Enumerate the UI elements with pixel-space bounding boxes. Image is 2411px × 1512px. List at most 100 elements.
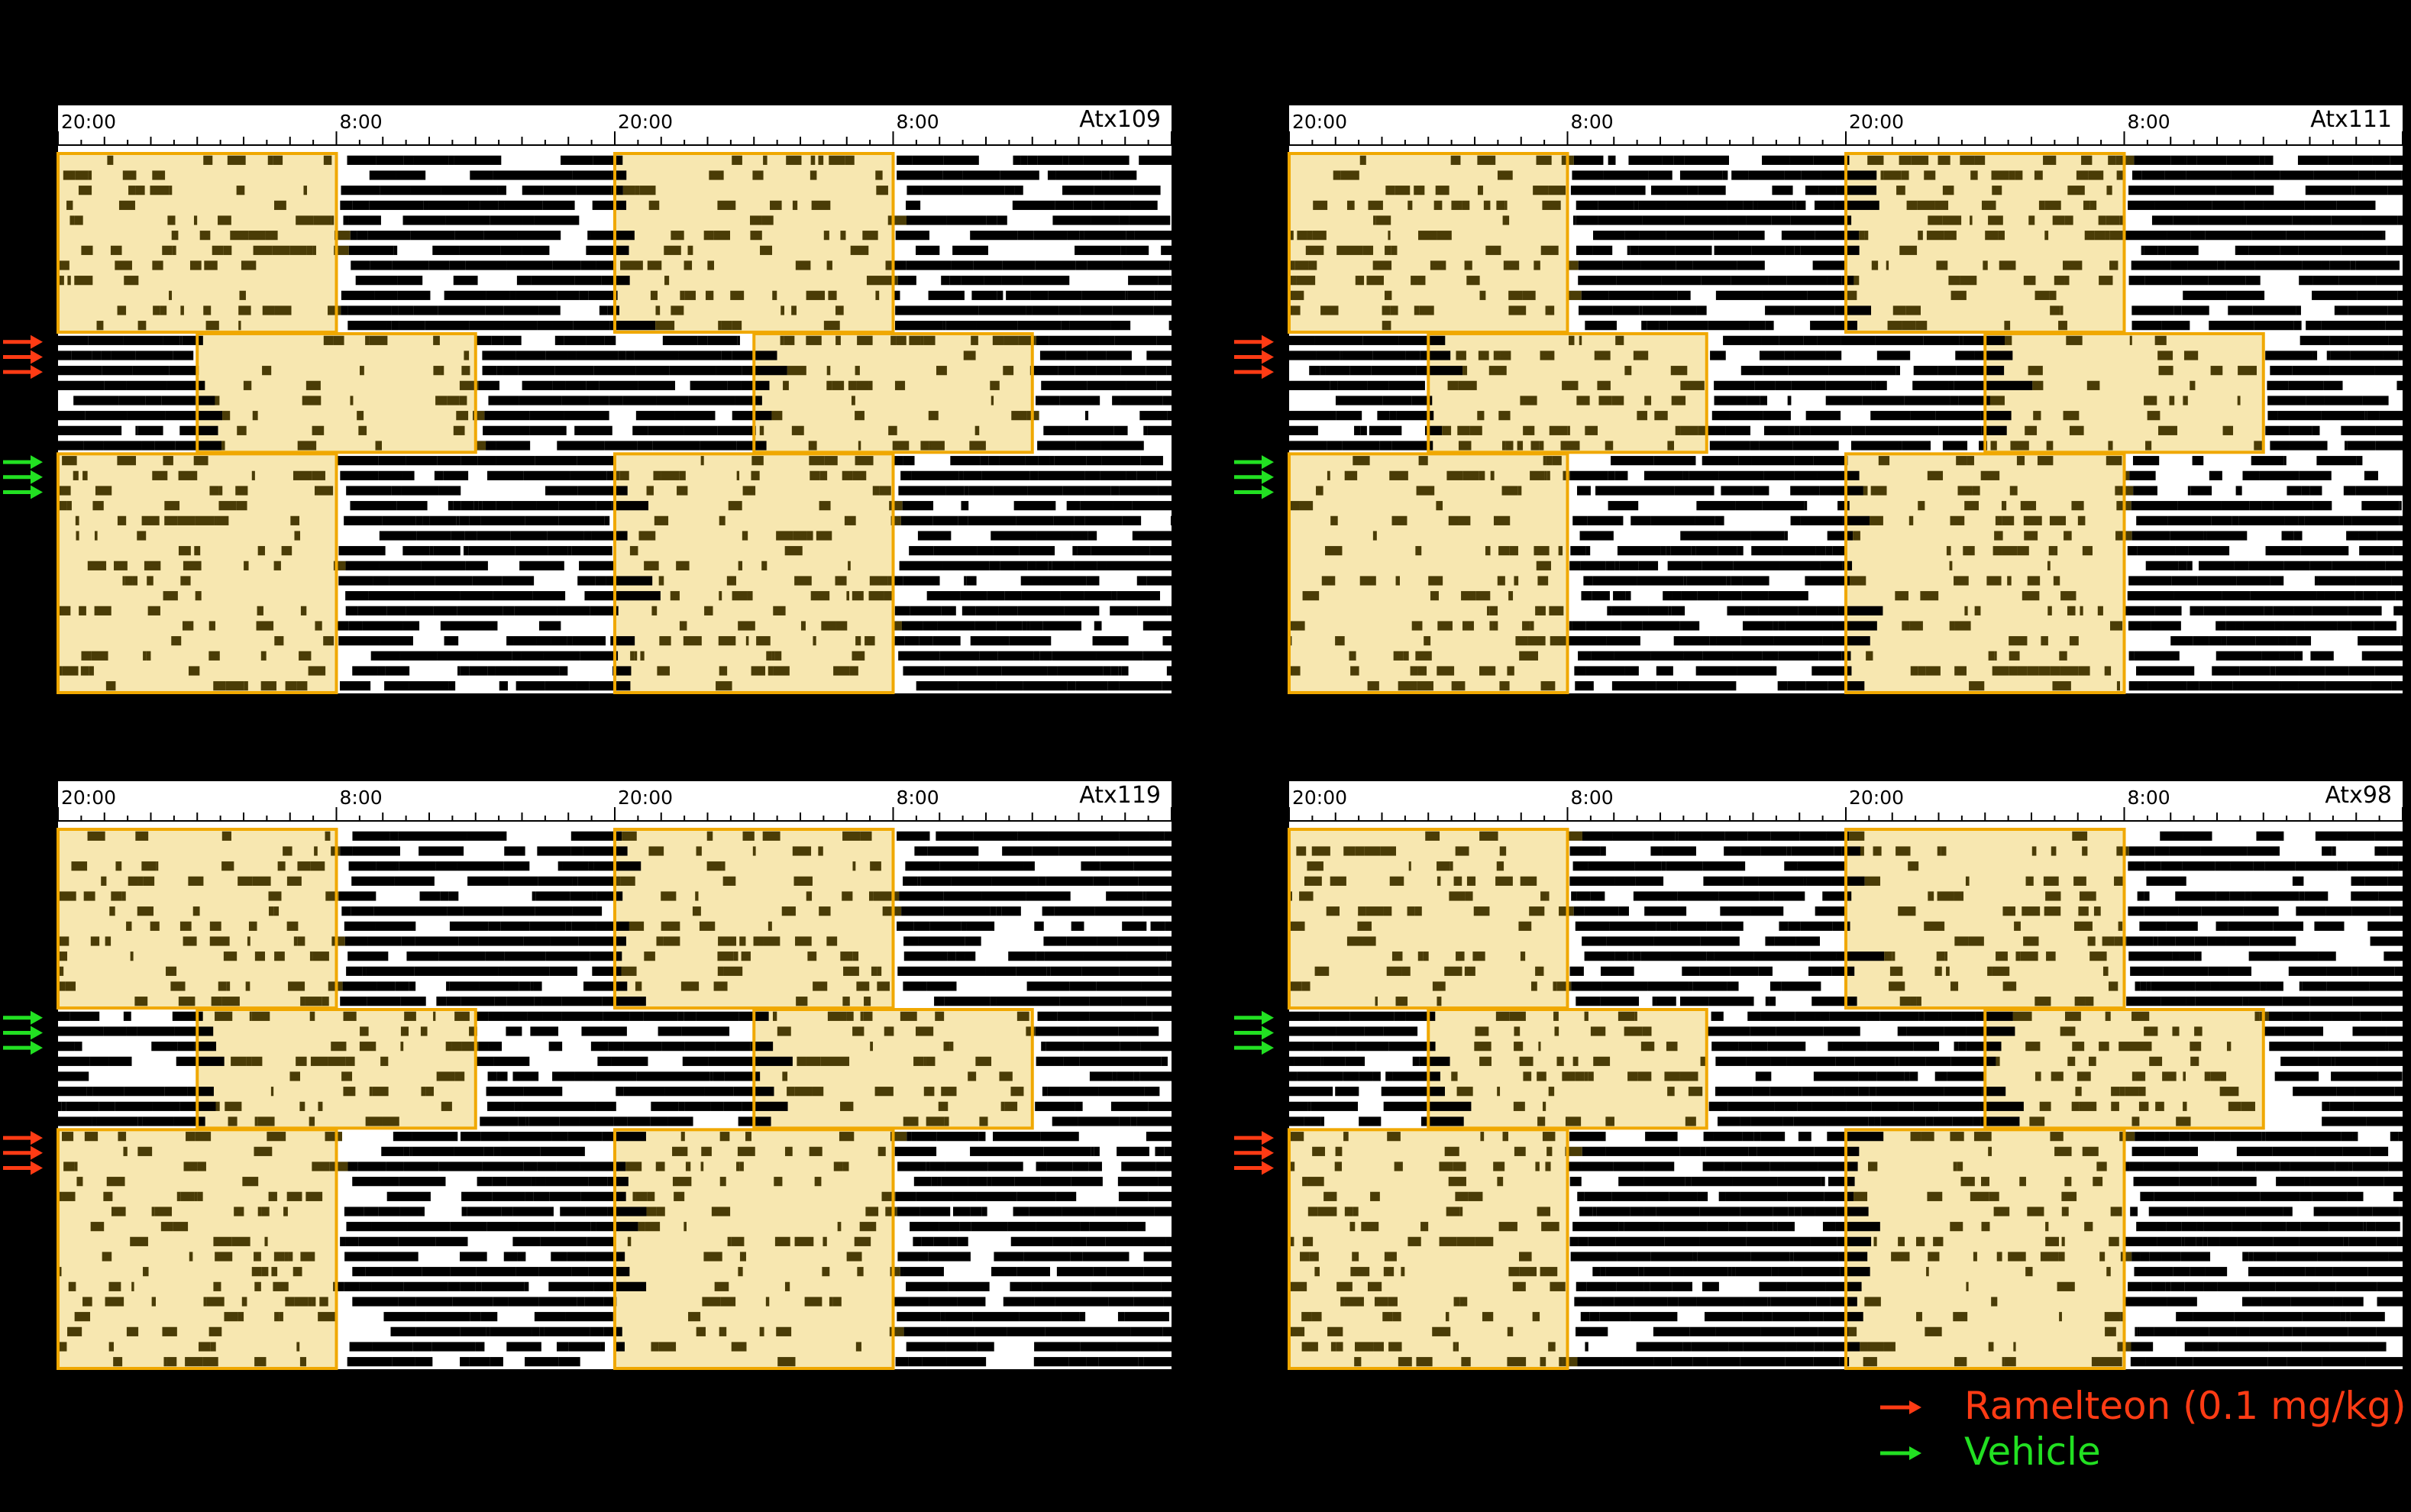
activity-bar-light <box>542 200 575 210</box>
activity-bar-light <box>1002 846 1033 856</box>
activity-bar-light <box>1938 1101 1980 1111</box>
activity-bar-dark <box>774 1177 783 1187</box>
activity-bar-light <box>1304 1116 1321 1126</box>
activity-bar-dark <box>909 335 921 345</box>
activity-row <box>58 380 1172 390</box>
activity-bar-light <box>1581 290 1609 300</box>
activity-bar-dark <box>638 1222 645 1232</box>
activity-bar-light <box>1950 396 1959 405</box>
activity-bar-light <box>399 321 425 331</box>
activity-bar-light <box>415 906 448 916</box>
activity-bar-light <box>2160 831 2183 841</box>
activity-bar-light <box>2266 981 2283 991</box>
activity-bar-dark <box>1350 1267 1370 1277</box>
activity-bar-light <box>1627 245 1630 255</box>
activity-bar-light <box>534 215 580 225</box>
activity-bar-dark <box>1928 1252 1940 1262</box>
activity-bar-dark <box>91 651 108 661</box>
activity-bar-light <box>1763 1236 1811 1246</box>
activity-bar-light <box>2212 200 2245 210</box>
activity-bar-dark <box>2052 215 2065 225</box>
activity-bar-light <box>1731 576 1743 586</box>
activity-bar-dark <box>1305 245 1324 255</box>
activity-bar-light <box>981 891 1026 901</box>
activity-bar-dark <box>1489 621 1493 631</box>
activity-bar-light <box>1832 921 1850 931</box>
activity-bar-dark <box>2190 1056 2199 1066</box>
activity-bar-dark <box>1627 1071 1638 1081</box>
activity-bar-dark <box>309 1011 315 1021</box>
treatment-arrowhead <box>1262 350 1274 364</box>
activity-bar-dark <box>1479 831 1498 841</box>
activity-bar-light <box>906 1281 949 1291</box>
activity-bar-light <box>2164 170 2186 180</box>
activity-bar-dark <box>1522 290 1536 300</box>
activity-bar-light <box>2248 1267 2284 1277</box>
activity-bar-dark <box>840 231 846 241</box>
activity-bar-light <box>503 1011 528 1021</box>
activity-bar-dark <box>308 666 326 676</box>
activity-bar-light <box>952 245 988 255</box>
activity-bar-light <box>440 621 484 631</box>
activity-bar-light <box>2143 1161 2180 1171</box>
activity-bar-light <box>459 245 501 255</box>
activity-bar-light <box>2161 1252 2181 1262</box>
activity-bar-light <box>2215 651 2262 661</box>
activity-bar-dark <box>745 636 749 646</box>
activity-bar-light <box>1790 486 1820 496</box>
activity-bar-dark <box>842 1161 849 1171</box>
activity-bar-light <box>2299 1236 2344 1246</box>
activity-bar-light <box>1868 1116 1875 1126</box>
activity-bar-dark <box>1403 651 1409 661</box>
activity-bar-light <box>1697 1191 1708 1201</box>
activity-bar-light <box>1138 876 1172 886</box>
activity-bar-light <box>1741 591 1769 601</box>
activity-bar-light <box>552 260 581 270</box>
activity-bar-dark <box>236 186 245 195</box>
activity-bar-light <box>2355 260 2400 270</box>
activity-bar-dark <box>1597 380 1611 390</box>
activity-bar-dark <box>178 546 191 556</box>
activity-bar-light <box>716 366 742 376</box>
activity-bar-light <box>2287 636 2297 646</box>
activity-bar-dark <box>163 1357 167 1367</box>
activity-bar-light <box>2306 396 2325 405</box>
activity-bar-light <box>2230 1132 2262 1142</box>
activity-bar-light <box>2254 321 2294 331</box>
activity-bar-light <box>2279 951 2319 961</box>
activity-bar-light <box>1587 515 1624 525</box>
activity-bar-light <box>1066 501 1081 511</box>
activity-bar-light <box>538 1267 572 1277</box>
activity-bar-light <box>1607 606 1612 615</box>
activity-bar-dark <box>1391 951 1403 961</box>
activity-bar-light <box>1146 1326 1163 1336</box>
activity-bar-light <box>2351 876 2365 886</box>
activity-bar-dark <box>676 561 690 570</box>
activity-bar-light <box>1955 351 1975 360</box>
activity-bar-dark <box>182 621 194 631</box>
activity-bar-dark <box>862 231 878 241</box>
activity-bar-light <box>1569 561 1581 570</box>
activity-bar-light <box>894 576 903 586</box>
activity-bar-light <box>580 260 596 270</box>
activity-bar-light <box>412 1132 458 1142</box>
activity-bar-dark <box>639 186 656 195</box>
activity-bar-light <box>1818 636 1823 646</box>
activity-bar-dark <box>109 906 115 916</box>
activity-bar-light <box>941 1177 968 1187</box>
activity-bar-light <box>1036 1056 1055 1066</box>
activity-bar-light <box>2242 1252 2249 1262</box>
activity-bar-light <box>951 876 992 886</box>
activity-bar-light <box>2296 906 2326 916</box>
activity-bar-light <box>696 1011 739 1021</box>
activity-bar-light <box>2377 531 2403 541</box>
activity-bar-light <box>406 456 438 466</box>
activity-bar-light <box>1740 636 1774 646</box>
activity-bar-light <box>1670 546 1692 556</box>
activity-bar-light <box>1769 997 1776 1006</box>
activity-bar-dark <box>1355 276 1365 286</box>
activity-bar-light <box>443 470 469 480</box>
activity-bar-light <box>524 1281 529 1291</box>
activity-bar-light <box>1767 1297 1771 1307</box>
activity-bar-dark <box>699 921 716 931</box>
